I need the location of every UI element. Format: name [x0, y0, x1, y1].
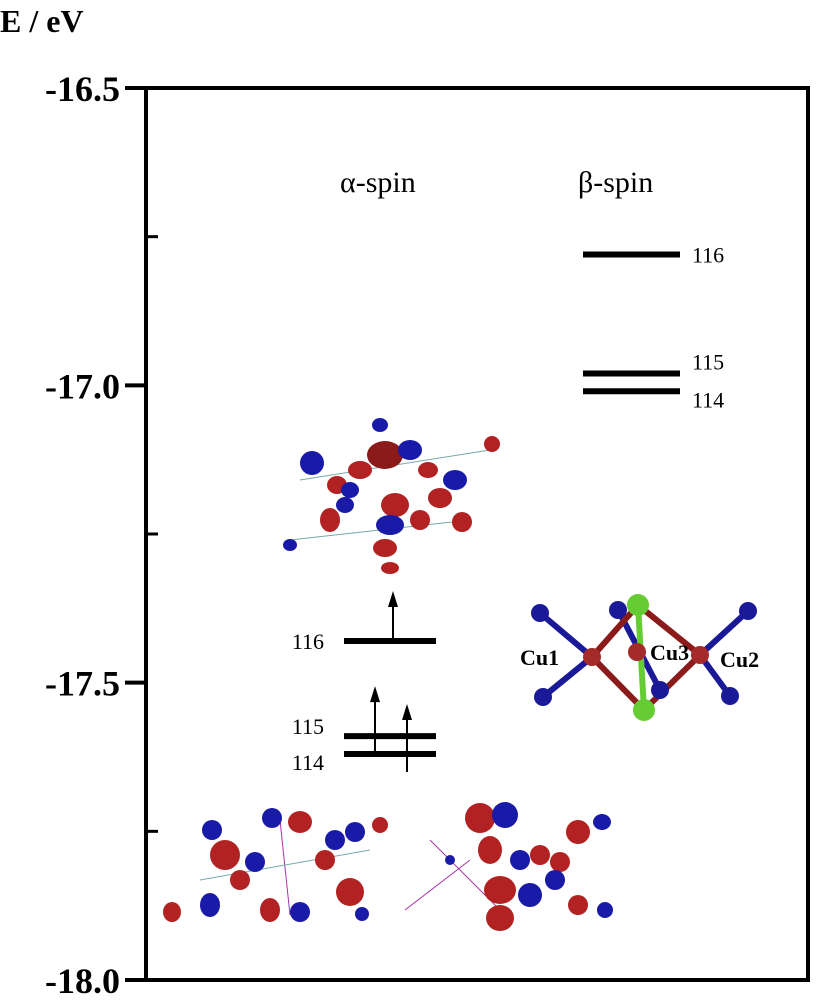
- spin-up-arrowhead: [402, 704, 412, 721]
- y-tick-label: -16.5: [45, 69, 120, 109]
- level-label: 114: [692, 387, 724, 412]
- spin-up-arrowhead: [370, 686, 380, 703]
- cu3-atom: [628, 643, 646, 661]
- y-tick-label: -18.0: [45, 961, 120, 1000]
- level-label: 116: [692, 243, 724, 268]
- cu1-atom: [583, 648, 601, 666]
- spin-up-arrowhead: [388, 591, 398, 608]
- level-label: 116: [292, 629, 324, 654]
- level-label: 115: [292, 714, 324, 739]
- orbital-isosurface-115: [404, 802, 613, 931]
- cu3-label: Cu3: [650, 640, 689, 665]
- y-tick-label: -17.5: [45, 664, 120, 704]
- cu3-structure: Cu1 Cu3 Cu2: [520, 594, 759, 721]
- orbital-isosurface-114: [163, 808, 388, 922]
- y-axis-label: E / eV: [0, 3, 84, 39]
- y-tick-label: -17.0: [45, 366, 120, 406]
- cu2-label: Cu2: [720, 647, 759, 672]
- alpha-spin-header: α-spin: [340, 166, 416, 199]
- level-label: 114: [292, 750, 324, 775]
- cu2-atom: [691, 646, 709, 664]
- orbital-isosurface-116: [283, 418, 500, 574]
- plot-frame: [144, 86, 810, 982]
- level-label: 115: [692, 349, 724, 374]
- cu1-label: Cu1: [520, 645, 559, 670]
- beta-spin-header: β-spin: [578, 166, 653, 199]
